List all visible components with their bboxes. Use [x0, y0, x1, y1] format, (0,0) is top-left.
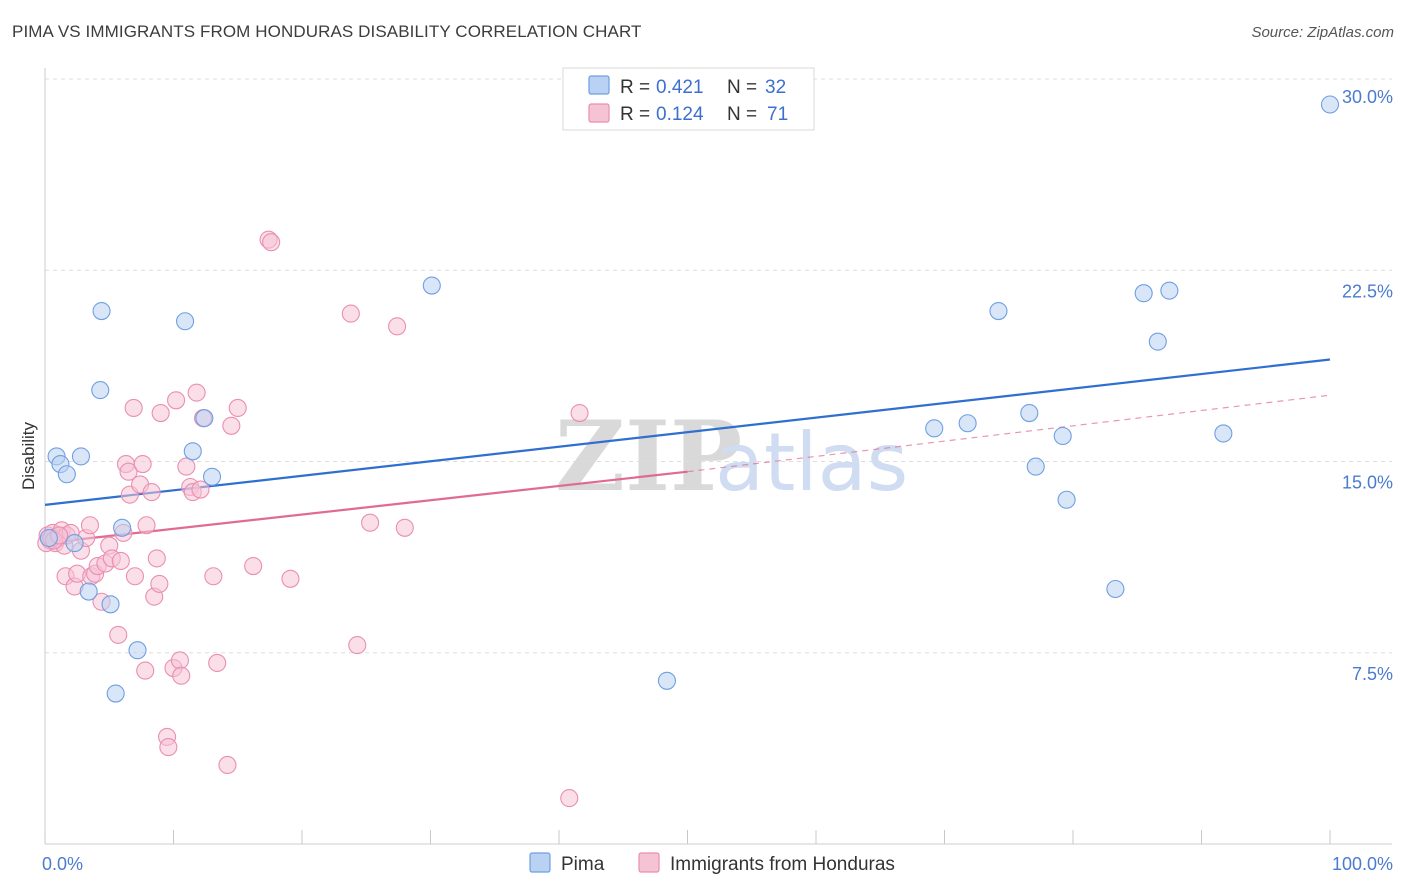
- honduras-point: [111, 551, 130, 571]
- honduras-point: [208, 653, 227, 673]
- honduras-point: [80, 516, 100, 535]
- pima-point: [1026, 457, 1045, 476]
- legend-r-label-pima: R =: [620, 77, 650, 98]
- honduras-point: [570, 403, 589, 423]
- bottom-legend-swatch-honduras: [638, 852, 660, 873]
- pima-point: [1020, 403, 1039, 423]
- honduras-point: [281, 569, 300, 588]
- honduras-point: [244, 556, 263, 576]
- honduras-point: [167, 391, 186, 410]
- pima-point: [176, 312, 195, 331]
- honduras-point: [341, 304, 360, 323]
- honduras-point: [124, 398, 143, 418]
- pima-point: [203, 467, 222, 486]
- honduras-point: [136, 661, 155, 680]
- pima-point: [195, 409, 214, 428]
- legend-n-value-honduras: 71: [767, 104, 788, 125]
- pima-point: [113, 518, 132, 537]
- axis-layer: 7.5% 15.0% 22.5% 30.0% 0.0% 100.0%: [42, 68, 1393, 874]
- pima-point: [128, 641, 147, 660]
- x-tick-label: 100.0%: [1332, 854, 1393, 874]
- legend-r-label-honduras: R =: [620, 104, 650, 125]
- bottom-legend-swatch-pima: [529, 852, 551, 873]
- pima-point: [1053, 426, 1072, 446]
- honduras-point: [172, 666, 191, 685]
- y-tick-label: 30.0%: [1342, 87, 1393, 107]
- x-tick-label: 0.0%: [42, 854, 83, 874]
- pima-trend-line: [44, 358, 1331, 506]
- bottom-legend-pima: Pima: [561, 854, 605, 875]
- pima-point: [57, 465, 76, 484]
- honduras-point: [142, 483, 161, 502]
- pima-point: [39, 528, 58, 548]
- top-legend: R = 0.421 N = 32 R = 0.124 N = 71: [562, 67, 815, 131]
- pima-point: [1106, 579, 1125, 599]
- honduras-point: [147, 549, 166, 568]
- legend-n-value-pima: 32: [765, 77, 786, 98]
- legend-n-label-pima: N =: [727, 77, 757, 98]
- pima-point: [71, 447, 91, 466]
- honduras-point: [170, 651, 189, 670]
- y-tick-label: 22.5%: [1342, 281, 1393, 301]
- y-axis-label: Disability: [19, 421, 38, 490]
- legend-r-value-pima: 0.421: [656, 77, 704, 98]
- pima-point: [422, 276, 441, 295]
- honduras-point: [218, 755, 237, 775]
- chart-title: PIMA VS IMMIGRANTS FROM HONDURAS DISABIL…: [12, 22, 642, 41]
- honduras-point: [388, 317, 407, 336]
- legend-r-value-honduras: 0.124: [656, 104, 704, 125]
- y-tick-label: 15.0%: [1342, 473, 1393, 493]
- honduras-point: [222, 416, 241, 435]
- honduras-trend-extension: [687, 394, 1331, 473]
- pima-point: [1148, 332, 1167, 351]
- honduras-point: [151, 403, 170, 423]
- honduras-point: [262, 233, 281, 252]
- pima-point: [989, 301, 1008, 321]
- pima-point: [106, 684, 125, 703]
- honduras-point: [159, 738, 178, 757]
- honduras-point: [191, 480, 210, 499]
- y-tick-label: 7.5%: [1352, 664, 1393, 684]
- pima-point: [657, 671, 676, 690]
- honduras-point: [150, 574, 169, 593]
- honduras-point: [119, 462, 138, 481]
- source-label: Source: ZipAtlas.com: [1251, 24, 1394, 41]
- honduras-point: [109, 625, 128, 644]
- honduras-point: [204, 567, 223, 586]
- pima-point: [1320, 95, 1340, 114]
- legend-swatch-honduras: [588, 103, 610, 123]
- pima-point: [1160, 281, 1179, 300]
- pima-point: [79, 582, 98, 601]
- honduras-point: [177, 457, 196, 476]
- pima-point: [65, 534, 84, 553]
- honduras-point: [348, 636, 367, 655]
- pima-point: [101, 595, 120, 614]
- legend-swatch-pima: [588, 75, 610, 95]
- pima-point: [92, 301, 111, 321]
- honduras-point: [125, 567, 144, 586]
- honduras-point: [361, 513, 380, 532]
- pima-point: [1134, 284, 1153, 303]
- bottom-legend: Pima Immigrants from Honduras: [529, 852, 895, 875]
- pima-point: [925, 419, 944, 438]
- honduras-point: [395, 518, 414, 537]
- pima-point: [1214, 424, 1233, 443]
- pima-point: [958, 414, 977, 433]
- honduras-point: [228, 398, 247, 418]
- honduras-point: [137, 516, 156, 535]
- bottom-legend-honduras: Immigrants from Honduras: [670, 854, 895, 875]
- pima-point: [183, 442, 202, 461]
- honduras-point: [560, 789, 579, 808]
- honduras-point: [133, 454, 152, 474]
- points-layer: [37, 95, 1340, 808]
- honduras-point: [187, 383, 206, 402]
- pima-point: [91, 381, 110, 400]
- legend-n-label-honduras: N =: [727, 104, 757, 125]
- pima-point: [1057, 490, 1076, 509]
- watermark-atlas: atlas: [715, 416, 908, 509]
